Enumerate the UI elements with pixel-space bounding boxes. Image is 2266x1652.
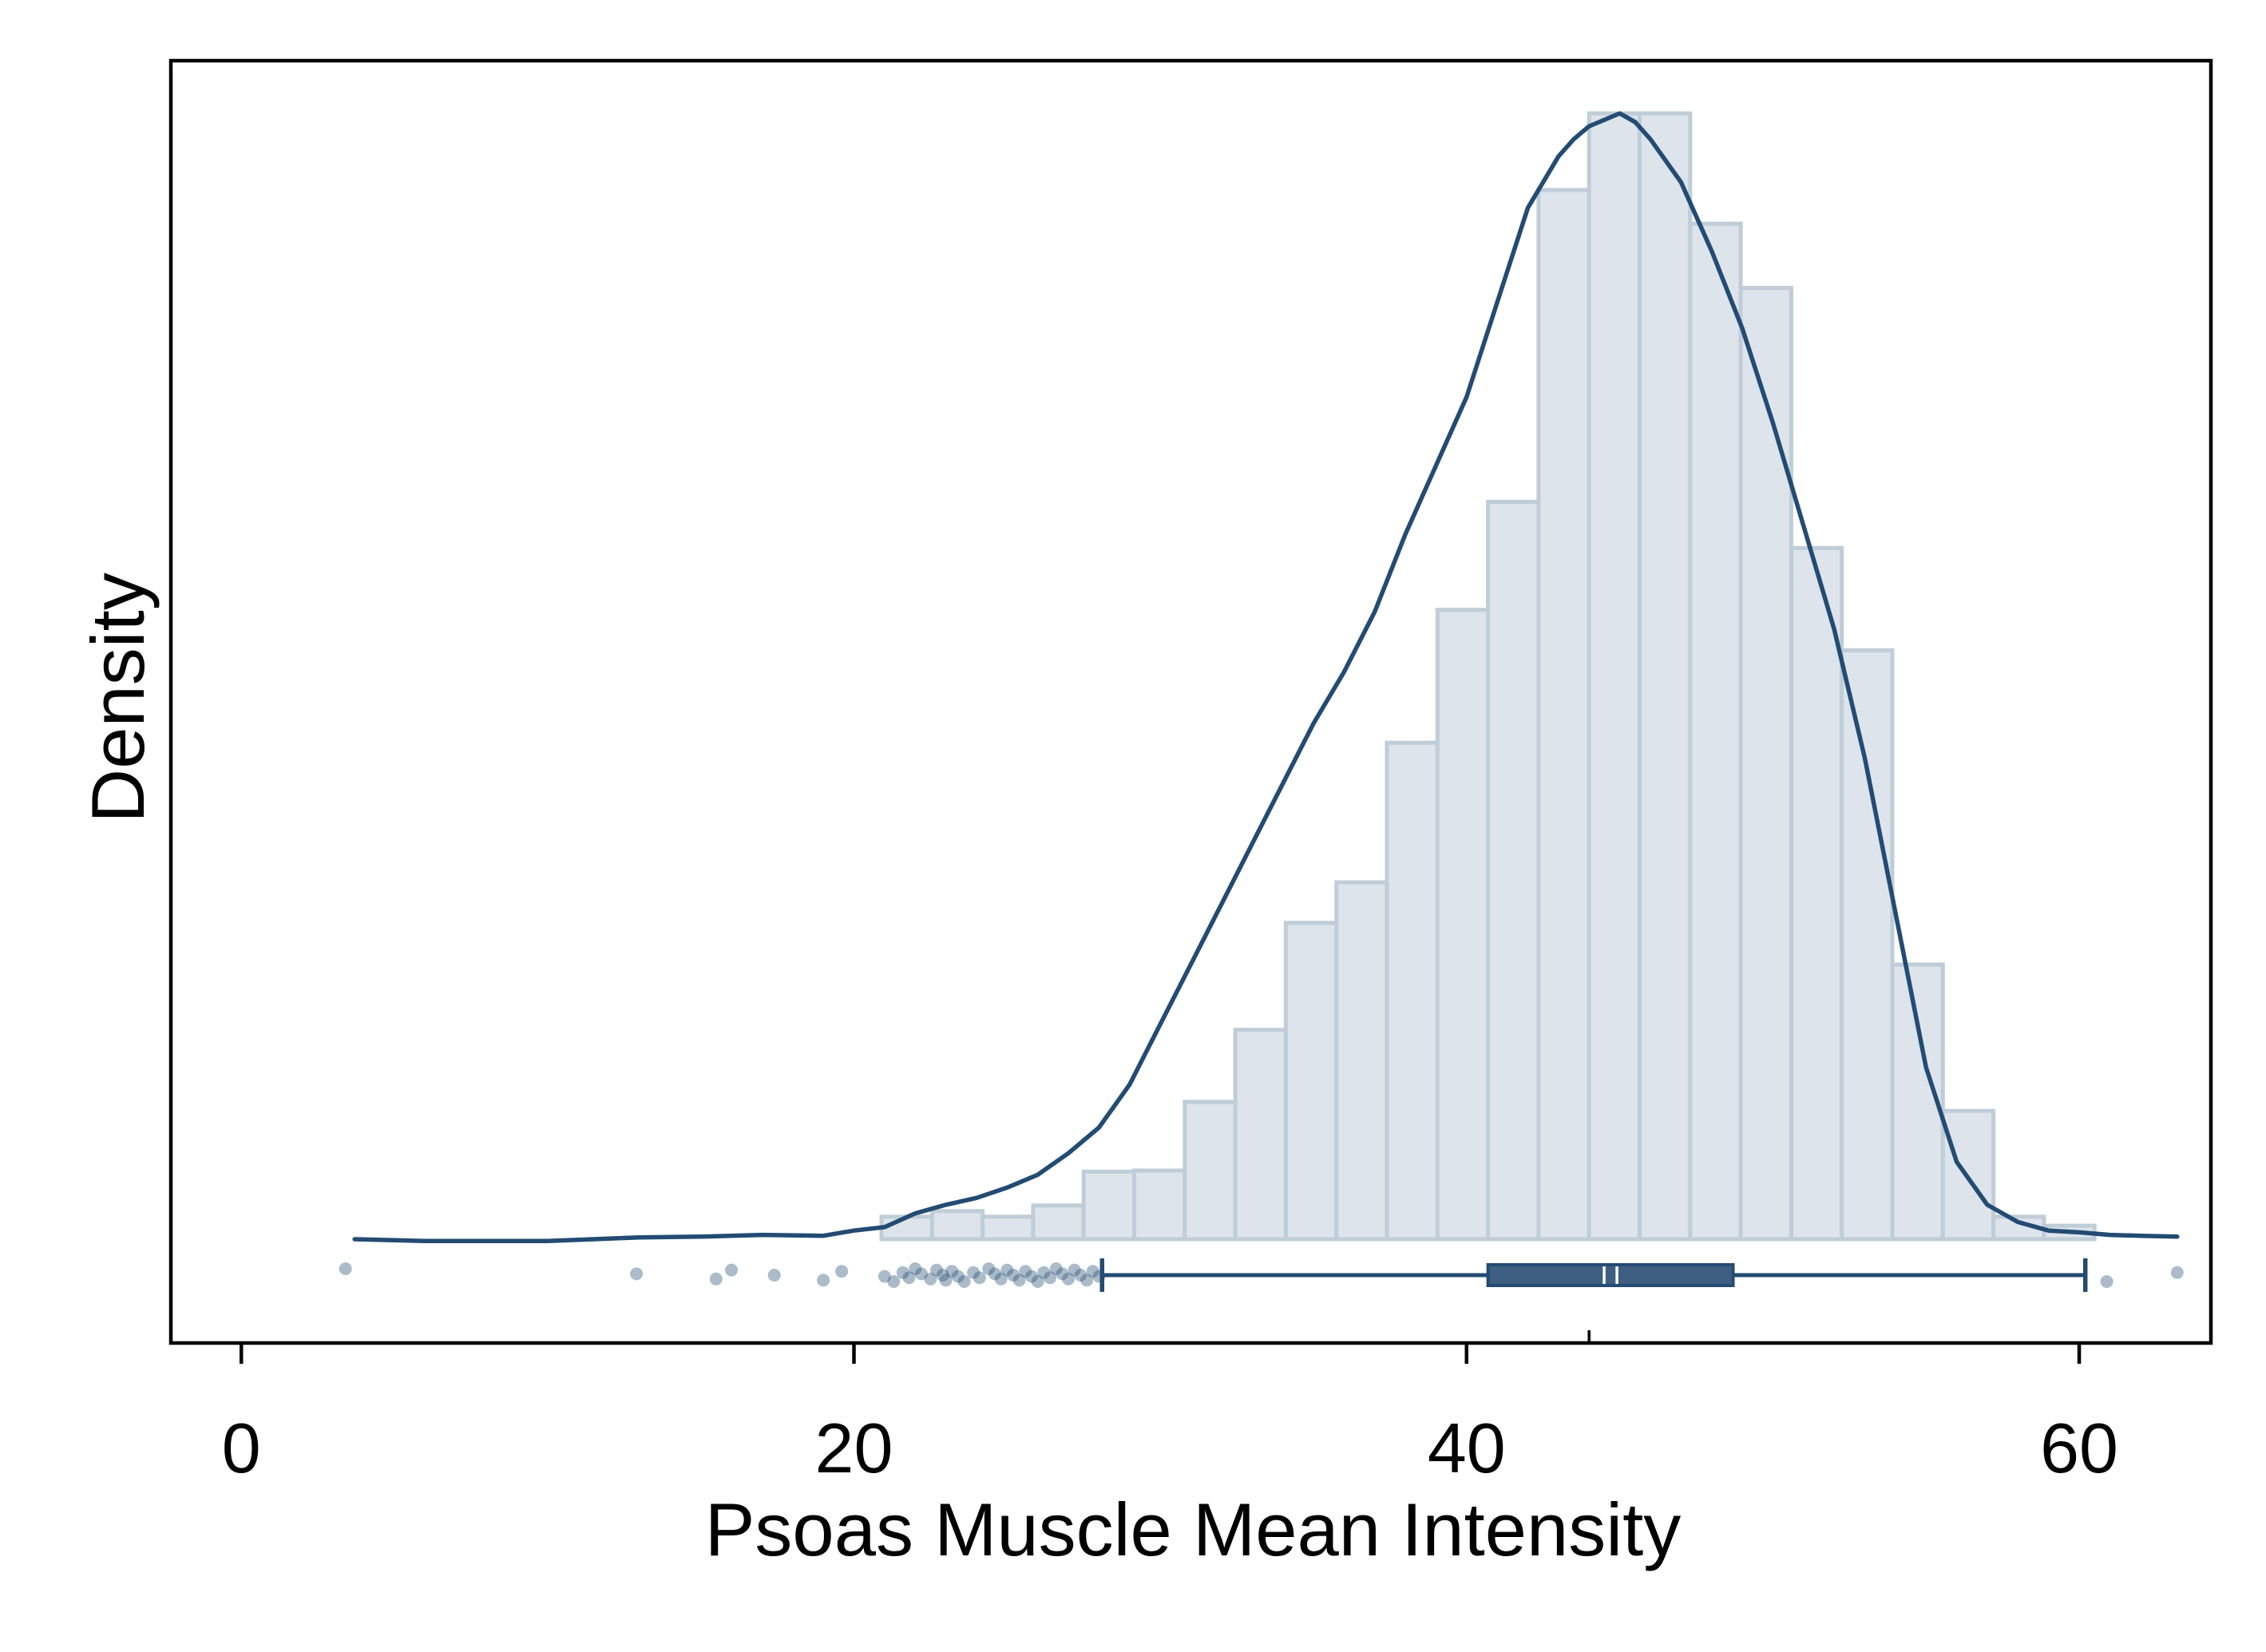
outlier-point — [930, 1263, 944, 1277]
histogram-bar — [1486, 499, 1541, 1242]
outlier-point — [2170, 1266, 2184, 1279]
x-tick-label: 40 — [1428, 1408, 1506, 1488]
kde-curve-layer — [352, 111, 2180, 1243]
y-axis-label: Density — [76, 572, 160, 822]
outlier-point — [902, 1271, 916, 1285]
outlier-point — [988, 1267, 1001, 1281]
histogram-bar — [1638, 111, 1693, 1242]
outlier-point — [1074, 1269, 1087, 1282]
outlier-point — [1080, 1274, 1094, 1287]
histogram-bar — [1688, 221, 1743, 1242]
histogram-bar — [929, 1209, 985, 1242]
histogram-bar — [1081, 1169, 1137, 1242]
outlier-point — [1037, 1266, 1051, 1279]
outlier-point — [945, 1265, 959, 1278]
boxplot-layer — [339, 1258, 2184, 1343]
outlier-point — [957, 1275, 971, 1288]
x-tick-label: 20 — [815, 1408, 893, 1488]
outlier-point — [1086, 1265, 1099, 1278]
histogram-bar — [1789, 545, 1844, 1242]
histogram-bar — [1587, 111, 1642, 1242]
outlier-point — [877, 1270, 891, 1283]
histogram-bar — [1233, 1028, 1288, 1242]
outlier-point — [630, 1267, 644, 1281]
histogram-bar — [1890, 962, 1945, 1242]
histogram-bar — [879, 1214, 934, 1242]
histogram-bar — [1840, 648, 1895, 1242]
outlier-point — [896, 1266, 909, 1279]
kde-curve — [352, 111, 2180, 1243]
histogram-bar — [1385, 740, 1440, 1242]
histogram-bar — [1334, 880, 1389, 1242]
outlier-point — [1049, 1262, 1063, 1275]
outlier-point — [1012, 1274, 1026, 1287]
outlier-point — [914, 1267, 928, 1281]
outlier-point — [936, 1269, 949, 1282]
x-axis: 0 20 40 60 — [222, 1343, 2118, 1488]
x-tick-label: 60 — [2040, 1408, 2118, 1488]
outlier-point — [709, 1272, 723, 1286]
outlier-point — [973, 1271, 986, 1285]
interquartile-box — [1486, 1263, 1735, 1287]
outlier-point — [1044, 1271, 1057, 1285]
histogram-bars — [879, 111, 2097, 1242]
x-tick-label: 0 — [222, 1408, 261, 1488]
histogram-bar — [1435, 608, 1491, 1242]
outlier-point — [887, 1275, 901, 1288]
outlier-point — [767, 1269, 781, 1282]
outlier-point — [1031, 1275, 1044, 1288]
outlier-point — [2100, 1275, 2113, 1288]
outlier-point — [939, 1274, 953, 1287]
histogram-bar — [1031, 1203, 1086, 1242]
histogram-bar — [1132, 1168, 1187, 1242]
outlier-point — [924, 1272, 937, 1286]
histogram-bar — [1183, 1099, 1238, 1242]
histogram-bar — [1283, 921, 1339, 1242]
plot-frame — [168, 58, 2213, 1345]
outlier-point — [817, 1274, 830, 1287]
outlier-point — [835, 1265, 849, 1278]
outlier-point — [1062, 1272, 1076, 1286]
outlier-point — [725, 1263, 739, 1277]
histogram-bar — [1738, 286, 1793, 1242]
histogram-bar — [980, 1214, 1036, 1242]
outlier-point — [1000, 1263, 1014, 1277]
outlier-point — [982, 1262, 996, 1275]
outlier-point — [1025, 1270, 1039, 1283]
outlier-point — [1019, 1265, 1032, 1278]
outlier-point — [951, 1270, 965, 1283]
outlier-point — [339, 1262, 352, 1275]
outlier-point — [1056, 1267, 1069, 1281]
outlier-point — [1068, 1263, 1081, 1277]
histogram-bar — [1536, 188, 1591, 1242]
x-axis-label: Psoas Muscle Mean Intensity — [705, 1488, 1682, 1571]
outlier-point — [1006, 1269, 1020, 1282]
outlier-point — [909, 1262, 922, 1275]
outlier-point — [967, 1266, 980, 1279]
outlier-point — [994, 1272, 1008, 1286]
